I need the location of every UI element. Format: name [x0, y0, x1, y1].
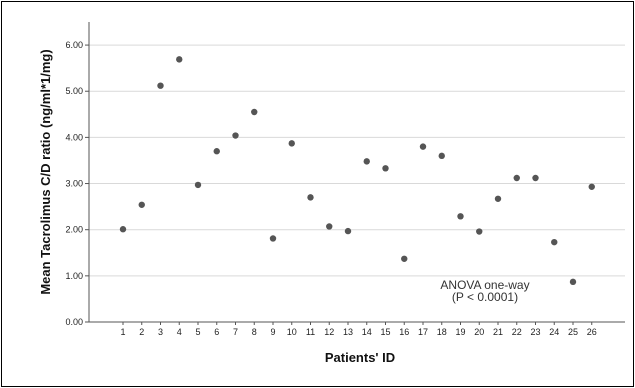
data-point: [232, 132, 239, 139]
x-tick-label: 11: [306, 327, 315, 337]
x-tick-label: 20: [474, 327, 484, 337]
data-point: [532, 174, 539, 182]
data-point: [288, 140, 295, 147]
y-tick-label: 6.00: [65, 40, 83, 50]
y-tick-label: 1.00: [65, 271, 83, 281]
data-point: [213, 148, 220, 155]
x-axis-title: Patients' ID: [325, 350, 395, 365]
y-tick-label: 2.00: [65, 225, 83, 235]
x-tick-label: 12: [324, 327, 334, 337]
data-point: [157, 82, 164, 89]
x-tick-label: 26: [587, 327, 597, 337]
data-point: [138, 201, 145, 208]
anova-annotation-line2: (P < 0.0001): [452, 290, 518, 304]
x-tick-label: 2: [139, 327, 144, 337]
x-tick-label: 17: [418, 327, 428, 337]
x-tick-label: 15: [380, 327, 390, 337]
x-tick-label: 23: [530, 327, 540, 337]
x-tick-label: 18: [437, 327, 447, 337]
x-tick-label: 5: [195, 327, 200, 337]
y-tick-labels: 0.00 1.00 2.00 3.00 4.00 5.00 6.00: [65, 40, 89, 327]
y-tick-label: 0.00: [65, 317, 83, 327]
data-point: [119, 226, 127, 233]
x-tick-label: 14: [362, 327, 372, 337]
x-tick-labels: 1 2 3 4 5 6 7 8 9 10 11 12 13 14 15 16 17 18 19 20 21 22 23 24 2…: [120, 322, 597, 337]
anova-annotation-line1: ANOVA one-way: [440, 278, 529, 292]
x-tick-label: 22: [512, 327, 522, 337]
x-tick-label: 3: [158, 327, 163, 337]
x-tick-label: 19: [455, 327, 465, 337]
grid-lines: [89, 44, 625, 277]
y-axis-title: Mean Tacrolimus C/D ratio (ng/ml*1/mg): [38, 49, 53, 294]
data-point: [494, 195, 502, 202]
data-point: [344, 227, 352, 235]
x-tick-label: 4: [177, 327, 182, 337]
x-tick-label: 6: [214, 327, 219, 337]
x-tick-label: 8: [252, 327, 257, 337]
y-tick-label: 5.00: [65, 86, 83, 96]
data-point: [251, 108, 258, 116]
data-point: [569, 278, 577, 286]
y-tick-label: 4.00: [65, 132, 83, 142]
x-tick-label: 10: [287, 327, 297, 337]
x-tick-label: 9: [270, 327, 275, 337]
x-tick-label: 16: [399, 327, 409, 337]
x-tick-label: 21: [493, 327, 503, 337]
data-point: [588, 183, 595, 190]
data-point: [457, 213, 464, 220]
x-tick-label: 1: [120, 327, 125, 337]
data-point: [194, 181, 202, 189]
data-point: [363, 158, 370, 165]
data-point: [401, 255, 408, 262]
data-point: [419, 143, 427, 150]
x-tick-label: 24: [549, 327, 559, 337]
data-point: [438, 152, 445, 160]
data-points: [119, 56, 595, 286]
x-tick-label: 25: [568, 327, 578, 337]
x-tick-label: 13: [343, 327, 353, 337]
data-point: [176, 56, 183, 63]
data-point: [476, 228, 483, 235]
data-point: [269, 235, 277, 242]
data-point: [513, 174, 520, 182]
data-point: [326, 223, 333, 230]
data-point: [307, 194, 314, 201]
data-point: [382, 165, 389, 172]
y-tick-label: 3.00: [65, 179, 83, 189]
x-tick-label: 7: [233, 327, 238, 337]
data-point: [551, 238, 558, 246]
